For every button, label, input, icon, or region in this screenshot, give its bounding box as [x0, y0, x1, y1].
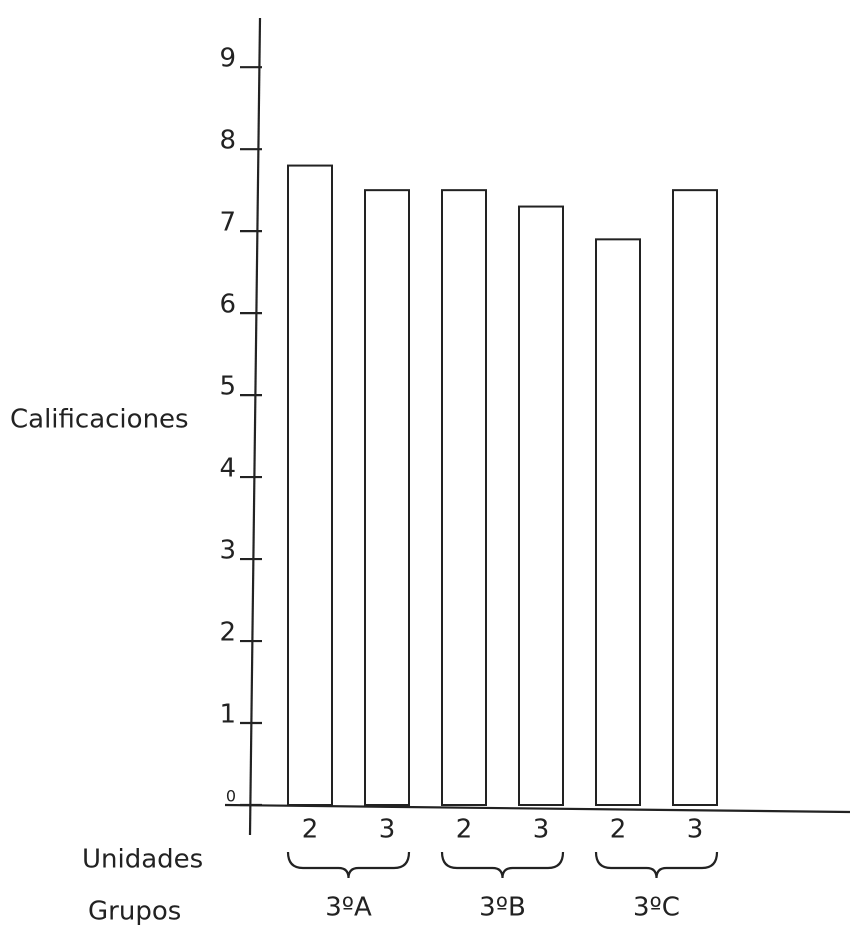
- bar: [364, 189, 410, 806]
- group-label: 3ºC: [633, 893, 680, 923]
- bar: [672, 189, 718, 806]
- bar: [441, 189, 487, 806]
- x-axis: [224, 803, 851, 814]
- x-tick-label: 3: [379, 815, 396, 845]
- y-axis-label: Calificaciones: [10, 405, 189, 435]
- x-tick-label: 3: [533, 815, 550, 845]
- group-label: 3ºA: [325, 893, 372, 923]
- bar: [518, 205, 564, 807]
- group-axis-label: Grupos: [88, 897, 181, 927]
- x-tick-label: 2: [456, 815, 473, 845]
- group-label: 3ºB: [479, 893, 526, 923]
- y-tick-label: 2: [219, 618, 236, 648]
- y-axis: [248, 17, 262, 836]
- y-tick-label: 8: [219, 126, 236, 156]
- y-tick-label: 6: [219, 290, 236, 320]
- x-tick-label: 3: [687, 815, 704, 845]
- x-tick-label: 2: [610, 815, 627, 845]
- y-tick-label: 5: [219, 372, 236, 402]
- y-tick-label: 0: [226, 787, 236, 806]
- group-brace: [440, 851, 565, 879]
- y-tick-label: 4: [219, 454, 236, 484]
- y-tick-label: 9: [219, 44, 236, 74]
- group-brace: [594, 851, 719, 879]
- x-tick-label: 2: [302, 815, 319, 845]
- y-tick-label: 3: [219, 536, 236, 566]
- bar: [287, 164, 333, 806]
- y-tick-label: 1: [219, 700, 236, 730]
- x-axis-label: Unidades: [82, 845, 203, 875]
- group-brace: [286, 851, 411, 879]
- y-tick-label: 7: [219, 208, 236, 238]
- bar: [595, 238, 641, 806]
